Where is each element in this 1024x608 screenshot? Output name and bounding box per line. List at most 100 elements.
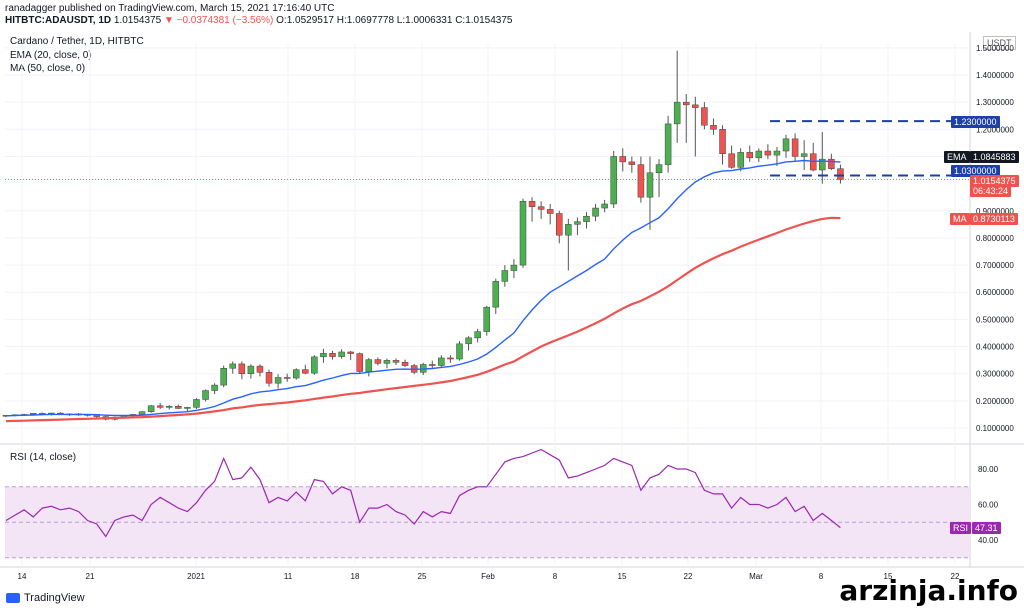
candle-body <box>429 364 436 366</box>
candle <box>374 357 382 366</box>
candle-body <box>583 215 590 222</box>
time-tick-label: 14 <box>18 572 27 581</box>
ohlc-values: O:1.0529517 H:1.0697778 L:1.0006331 C:1.… <box>276 15 513 26</box>
candle-body <box>637 164 645 198</box>
candle-body <box>238 363 246 374</box>
candle <box>274 374 282 389</box>
time-tick-label: 25 <box>418 572 427 581</box>
candle <box>791 133 799 162</box>
ma-legend[interactable]: MA (50, close, 0) <box>10 63 86 74</box>
candle <box>583 212 590 229</box>
price-chart[interactable]: 1.50000001.40000001.30000001.20000001.10… <box>0 30 1024 590</box>
rsi-legend[interactable]: RSI (14, close) <box>10 452 77 463</box>
candle <box>465 336 472 351</box>
candle <box>147 404 155 413</box>
candle <box>283 373 291 382</box>
price-tick-label: 1.3000000 <box>976 98 1014 107</box>
candle-body <box>265 372 273 384</box>
candle <box>673 50 681 143</box>
candle-body <box>184 407 191 409</box>
candle <box>737 148 744 172</box>
ema-legend[interactable]: EMA (20, close, 0) <box>10 50 92 61</box>
candle <box>837 164 844 184</box>
rsi-value-label: 47.31 <box>972 522 1001 534</box>
candle-body <box>383 360 391 364</box>
time-tick-label: 15 <box>618 572 627 581</box>
candle <box>175 404 182 409</box>
time-tick-label: 22 <box>684 572 693 581</box>
candle-body <box>528 201 536 207</box>
candle <box>401 359 409 367</box>
candle-body <box>220 368 227 386</box>
candle-body <box>719 129 726 154</box>
rsi-tag: RSI <box>950 522 972 534</box>
candle-body <box>565 224 572 236</box>
candle <box>211 383 218 395</box>
time-tick-label: 15 <box>884 572 893 581</box>
rsi-band <box>5 486 970 558</box>
candle-body <box>837 168 844 180</box>
candle-body <box>447 357 454 360</box>
price-tick-label: 0.7000000 <box>976 261 1014 270</box>
candle <box>546 203 554 225</box>
candle-body <box>782 138 790 152</box>
candle-body <box>773 150 781 156</box>
candle-body <box>374 359 382 364</box>
price-tick-label: 0.5000000 <box>976 315 1014 324</box>
candle-body <box>755 150 763 159</box>
candle <box>719 125 726 165</box>
candle-body <box>438 357 445 366</box>
candle-body <box>156 405 164 408</box>
candle <box>501 265 509 287</box>
candle <box>166 404 173 410</box>
candle <box>764 144 772 160</box>
candle-body <box>392 360 400 363</box>
candle-body <box>501 270 509 282</box>
symbol-name: HITBTC:ADAUSDT, 1D <box>5 15 112 26</box>
ema-tag: EMA <box>944 151 970 163</box>
candle <box>628 156 636 173</box>
candle-body <box>274 377 282 384</box>
candle <box>565 218 572 271</box>
ma-value-label: 0.8730113 <box>970 213 1018 225</box>
candle-body <box>701 107 708 126</box>
candle-body <box>574 221 581 225</box>
candle-body <box>465 337 472 345</box>
candle-body <box>356 353 363 372</box>
price-tick-label: 0.1000000 <box>976 424 1014 433</box>
candle <box>637 156 645 203</box>
candle <box>184 406 191 412</box>
candle-body <box>537 206 545 210</box>
candle <box>492 278 500 314</box>
brand-name: TradingView <box>24 592 85 604</box>
candle <box>728 145 735 169</box>
price-tick-label: 0.4000000 <box>976 343 1014 352</box>
countdown-label: 06:43:24 <box>970 185 1012 197</box>
candle-body <box>800 153 808 157</box>
candle-body <box>166 406 173 408</box>
candle <box>311 355 318 375</box>
candle-body <box>828 158 835 169</box>
tradingview-logo[interactable]: TradingView <box>6 592 85 604</box>
rsi-tick-label: 60.00 <box>978 501 999 510</box>
candle <box>320 348 327 363</box>
candle <box>202 389 209 402</box>
candle-body <box>664 123 672 165</box>
time-tick-label: 18 <box>351 572 360 581</box>
candle <box>646 156 654 230</box>
candle-body <box>329 353 336 357</box>
publish-info: ranadagger published on TradingView.com,… <box>5 3 335 14</box>
price-tick-label: 1.2000000 <box>976 125 1014 134</box>
candle <box>701 102 708 130</box>
candle-body <box>147 405 155 412</box>
candle <box>601 199 608 213</box>
candle-body <box>764 150 772 156</box>
time-tick-label: Mar <box>749 572 763 581</box>
time-tick-label: 21 <box>86 572 95 581</box>
currency-button[interactable]: USDT <box>983 36 1016 50</box>
candle-body <box>610 156 617 205</box>
candle-body <box>229 363 236 369</box>
candle-body <box>819 158 826 171</box>
price-tick-label: 0.9000000 <box>976 207 1014 216</box>
candle <box>256 364 264 377</box>
